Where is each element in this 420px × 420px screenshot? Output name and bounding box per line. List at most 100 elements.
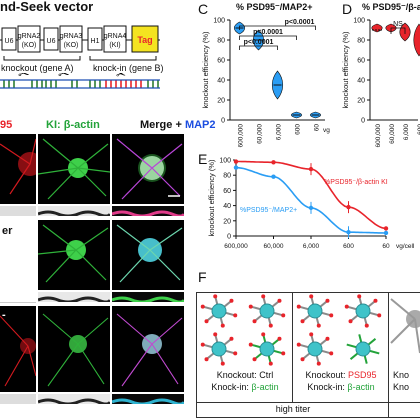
synapse-dot (377, 313, 382, 318)
chart-c-ytick-label: 0 (221, 118, 225, 125)
synapse-dot (316, 323, 321, 328)
pvalue-c-2: p<0.0001 (285, 19, 315, 26)
panel-letter-f: F (198, 269, 207, 285)
synapse-dot (248, 304, 253, 309)
synapse-dot (300, 319, 305, 324)
row3-label: - (2, 309, 6, 321)
chart-c-ytick-label: 100 (213, 18, 225, 25)
synapse-dot (268, 323, 273, 328)
synapse-dot (357, 294, 362, 299)
strip-row1-1 (0, 206, 36, 216)
synapse-dot (373, 298, 378, 303)
xtick-label-c: 6,000 (276, 124, 283, 141)
chart-e-ytick-label: 20 (223, 218, 231, 225)
synapse-dot (277, 336, 282, 341)
strip-row2-3 (112, 292, 184, 302)
row2-label-overlay: er (2, 225, 13, 237)
chart-e-ytick-label: 60 (223, 188, 231, 195)
xtick-label-e: 600,000 (224, 243, 248, 250)
strip-row2-1 (0, 292, 36, 303)
f1-knockin: Knock-in: β-actin (211, 382, 279, 392)
strip-row3-2 (38, 394, 110, 404)
legend-e-1: %PSD95⁻/MAP2+ (240, 207, 297, 214)
knockin-label: knock-in (gene B) (92, 63, 165, 73)
synapse-dot (252, 357, 257, 362)
chart-d-ytick-label: 80 (357, 38, 365, 45)
neuron-diagram-3 (390, 298, 420, 354)
synapse-dot (329, 351, 334, 356)
soma (259, 341, 275, 357)
soma (259, 303, 275, 319)
chart-d-ytick-label: 40 (357, 78, 365, 85)
xtick-label-e: 60,000 (264, 243, 284, 250)
point-e-0-4 (383, 226, 389, 231)
chart-d-ytick-label: 100 (353, 18, 365, 25)
ns-d: NS (393, 21, 403, 28)
chart-c-ytick-label: 40 (217, 78, 225, 85)
point-e-0-1 (271, 160, 276, 165)
synapse-dot (233, 313, 238, 318)
strip-row3-1 (0, 394, 36, 404)
chart-c-ytick-label: 80 (217, 38, 225, 45)
synapse-dot (309, 332, 314, 337)
xtick-label-d: 60,000 (389, 124, 396, 144)
synapse-dot (213, 294, 218, 299)
panel-f-footer: high titer (196, 402, 390, 418)
bracket-c-0 (239, 45, 278, 50)
synapse-dot (252, 319, 257, 324)
panel-f-cell-1: Knockout: Ctrl Knock-in: β-actin (196, 292, 294, 404)
micro-row2-psd95 (0, 220, 36, 290)
micro-row3-actin (38, 306, 110, 392)
micro-row2-actin (38, 220, 110, 290)
chart-e-ytick-label: 80 (223, 173, 231, 180)
chart-e-ytick-label: 100 (219, 158, 231, 165)
soma (211, 341, 227, 357)
chart-d-ytick-label: 60 (357, 58, 365, 65)
xtick-label-c: 60,000 (257, 124, 264, 144)
micro-row3-psd95 (0, 306, 36, 392)
synapse-dot (296, 342, 301, 347)
synapse-dot (300, 357, 305, 362)
soma (355, 303, 371, 319)
box-grna4-sub: (KI) (109, 42, 120, 49)
synapse-dot (281, 351, 286, 356)
strip-row2-2 (38, 292, 110, 302)
panel-c-title: % PSD95⁻/MAP2+ (236, 2, 313, 12)
soma (355, 341, 371, 357)
synapse-dot (296, 304, 301, 309)
synapse-dot (204, 357, 209, 362)
synapse-dot (261, 294, 266, 299)
synapse-dot (233, 351, 238, 356)
pvalue-c-1: p<0.0001 (253, 29, 283, 36)
panel-d-title: % PSD95⁻/β-actin (362, 2, 420, 12)
box-u6-1: U6 (5, 38, 14, 45)
bracket-d (390, 27, 406, 34)
point-e-1-4 (383, 230, 389, 236)
synapse-dot (220, 323, 225, 328)
synapse-dot (281, 313, 286, 318)
neuron-diagram-psd95 (296, 294, 382, 366)
panel-letter-e: E (198, 151, 208, 167)
strip-row1-3 (112, 206, 184, 216)
vector-schematic: U6 gRNA2 (KO) U6 gRNA3 (KO) H1 gRNA4 (KI… (0, 25, 160, 89)
xlabel-e: vg/cell (396, 243, 415, 250)
violin-d-3 (413, 23, 420, 57)
box-grna3-sub: (KO) (64, 42, 79, 49)
chart-d-ylabel: knockout efficiency (%) (341, 31, 350, 108)
micro-row1-merge (112, 134, 184, 204)
scissors-icon: ✂ (116, 67, 126, 81)
knockout-label: knockout (gene A) (0, 63, 75, 73)
micro-row1-psd95 (0, 134, 36, 204)
panel-f-cell-2: Knockout: PSD95 Knock-in: β-actin (292, 292, 390, 404)
synapse-dot (204, 319, 209, 324)
chart-e-ylabel: knockout efficiency (%) (207, 159, 216, 236)
point-e-1-0 (233, 165, 239, 170)
synapse-dot (229, 336, 234, 341)
point-e-1-1 (271, 174, 276, 179)
col1-label: 95 (0, 119, 13, 131)
neuron-diagram-ctrl (200, 294, 286, 366)
synapse-dot (344, 304, 349, 309)
xtick-label-c: 600 (295, 124, 302, 135)
